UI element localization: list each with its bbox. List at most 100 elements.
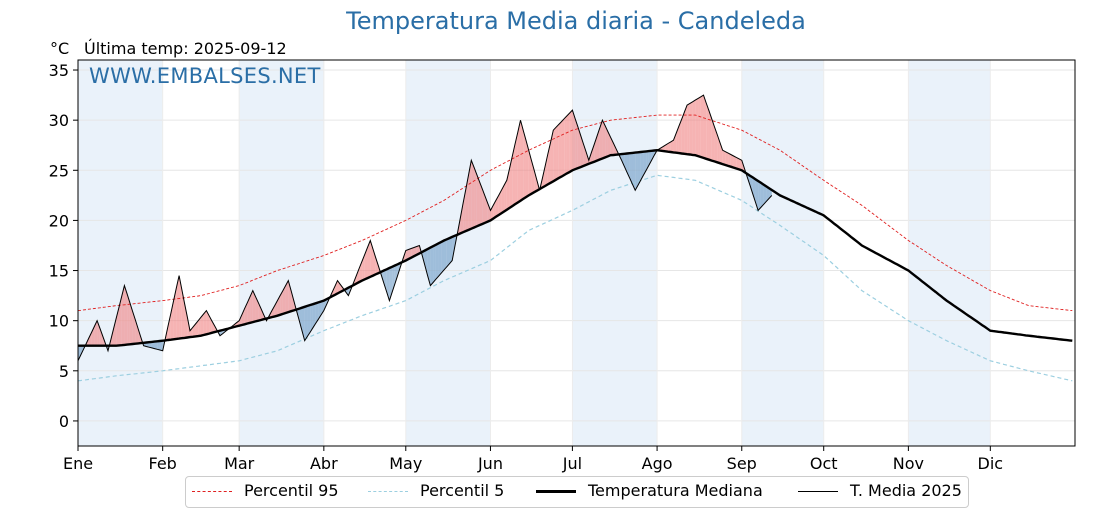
series-line-median: [78, 148, 1073, 347]
anomaly-fill-above: [665, 143, 669, 152]
anomaly-fill-above: [250, 290, 253, 323]
anomaly-fill-above: [673, 133, 677, 153]
anomaly-fill-above: [545, 154, 548, 186]
anomaly-fill-below: [299, 307, 302, 331]
x-tick-label-jun: Jun: [477, 454, 503, 473]
anomaly-fill-above: [719, 142, 723, 165]
anomaly-fill-above: [706, 102, 709, 160]
anomaly-fill-above: [195, 320, 199, 337]
anomaly-fill-above: [736, 157, 740, 170]
x-tick-label-jul: Jul: [562, 454, 582, 473]
anomaly-fill-below: [449, 236, 453, 264]
x-tick-label-may: May: [389, 454, 422, 473]
anomaly-fill-below: [307, 305, 311, 337]
anomaly-fill-above: [280, 290, 283, 315]
anomaly-fill-above: [282, 285, 286, 314]
y-tick-label: 15: [49, 262, 69, 281]
anomaly-fill-below: [435, 243, 439, 280]
anomaly-fill-below: [635, 152, 638, 191]
anomaly-fill-above: [189, 327, 193, 338]
x-tick-label-sep: Sep: [727, 454, 757, 473]
anomaly-fill-above: [135, 319, 139, 344]
anomaly-fill-below: [640, 151, 644, 181]
legend-label-median: Temperatura Mediana: [588, 481, 763, 500]
month-band: [741, 60, 824, 446]
anomaly-fill-above: [583, 143, 587, 166]
anomaly-fill-below: [323, 299, 327, 311]
anomaly-fill-below: [441, 240, 445, 274]
x-tick-label-mar: Mar: [224, 454, 255, 473]
anomaly-fill-above: [255, 296, 259, 322]
anomaly-fill-above: [479, 181, 483, 226]
x-tick-label-ago: Ago: [642, 454, 673, 473]
anomaly-fill-above: [127, 294, 130, 345]
anomaly-fill-above: [465, 174, 469, 232]
anomaly-fill-below: [383, 269, 387, 293]
legend-swatch-median: [536, 485, 576, 497]
anomaly-fill-below: [315, 302, 319, 324]
anomaly-fill-above: [692, 100, 696, 156]
anomaly-fill-above: [711, 118, 715, 162]
anomaly-fill-below: [304, 305, 308, 341]
anomaly-fill-below: [763, 184, 767, 205]
anomaly-fill-below: [749, 175, 753, 194]
anomaly-fill-above: [681, 112, 685, 154]
anomaly-fill-above: [695, 98, 699, 157]
legend-swatch-p95: [192, 485, 232, 497]
anomaly-fill-above: [577, 126, 581, 169]
anomaly-fill-above: [698, 96, 701, 158]
anomaly-fill-below: [752, 177, 756, 203]
anomaly-fill-above: [247, 296, 251, 324]
anomaly-fill-above: [687, 103, 690, 155]
anomaly-fill-above: [605, 125, 608, 158]
x-tick-label-feb: Feb: [149, 454, 177, 473]
chart-title: Temperatura Media diaria - Candeleda: [346, 7, 806, 35]
anomaly-fill-above: [714, 126, 718, 163]
legend-label-p95: Percentil 95: [244, 481, 339, 500]
anomaly-fill-above: [124, 285, 128, 345]
anomaly-fill-above: [99, 328, 103, 346]
anomaly-fill-above: [261, 308, 264, 320]
anomaly-fill-above: [678, 119, 682, 154]
anomaly-fill-above: [564, 115, 567, 175]
anomaly-fill-above: [575, 118, 578, 170]
anomaly-fill-below: [149, 341, 152, 348]
anomaly-fill-above: [168, 313, 171, 341]
anomaly-fill-above: [708, 110, 712, 161]
anomaly-fill-above: [356, 268, 360, 284]
y-tick-label: 0: [59, 412, 69, 431]
anomaly-fill-above: [241, 308, 245, 325]
legend-item-p5: Percentil 5: [368, 481, 504, 500]
series-line-p5: [77, 174, 1073, 382]
anomaly-fill-below: [632, 152, 636, 191]
x-tick-label-dic: Dic: [978, 454, 1004, 473]
anomaly-fill-above: [525, 140, 529, 198]
anomaly-fill-above: [173, 288, 177, 340]
anomaly-fill-below: [433, 244, 436, 283]
anomaly-fill-below: [627, 153, 630, 179]
anomaly-fill-above: [684, 105, 688, 155]
anomaly-fill-above: [566, 112, 570, 174]
anomaly-fill-above: [607, 131, 611, 157]
anomaly-fill-below: [438, 241, 442, 277]
anomaly-fill-above: [132, 311, 136, 344]
anomaly-fill-below: [621, 153, 625, 167]
anomaly-fill-below: [648, 150, 652, 166]
plot-frame: [77, 59, 1076, 447]
anomaly-fill-above: [118, 296, 122, 346]
anomaly-fill-above: [113, 318, 117, 346]
anomaly-fill-above: [558, 121, 562, 179]
anomaly-fill-above: [370, 240, 374, 277]
watermark: WWW.EMBALSES.NET: [89, 64, 321, 88]
anomaly-fill-above: [277, 295, 281, 316]
y-tick-label: 30: [49, 111, 69, 130]
anomaly-fill-above: [613, 143, 617, 155]
anomaly-fill-above: [474, 167, 477, 228]
y-tick-label: 25: [49, 161, 69, 180]
anomaly-fill-above: [487, 203, 491, 222]
anomaly-fill-above: [515, 132, 518, 205]
anomaly-fill-above: [495, 195, 499, 217]
month-band: [908, 60, 991, 446]
anomaly-fill-below: [78, 345, 81, 361]
